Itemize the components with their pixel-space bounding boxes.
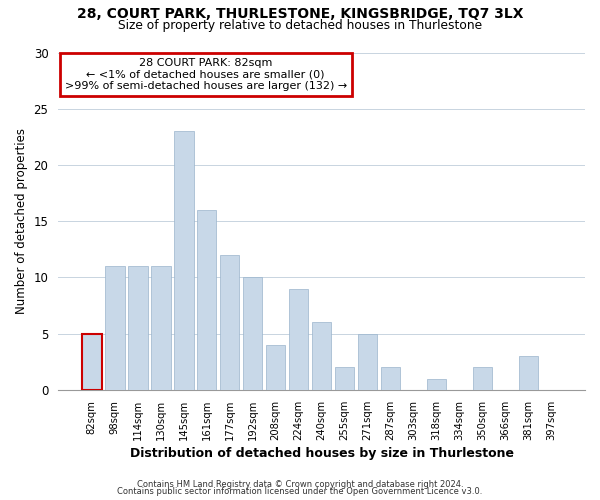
Bar bbox=[381, 368, 400, 390]
Bar bbox=[197, 210, 217, 390]
Text: 28 COURT PARK: 82sqm
← <1% of detached houses are smaller (0)
>99% of semi-detac: 28 COURT PARK: 82sqm ← <1% of detached h… bbox=[65, 58, 347, 91]
X-axis label: Distribution of detached houses by size in Thurlestone: Distribution of detached houses by size … bbox=[130, 447, 514, 460]
Bar bbox=[243, 278, 262, 390]
Bar bbox=[312, 322, 331, 390]
Bar bbox=[427, 378, 446, 390]
Text: 28, COURT PARK, THURLESTONE, KINGSBRIDGE, TQ7 3LX: 28, COURT PARK, THURLESTONE, KINGSBRIDGE… bbox=[77, 8, 523, 22]
Bar bbox=[174, 131, 194, 390]
Text: Contains HM Land Registry data © Crown copyright and database right 2024.: Contains HM Land Registry data © Crown c… bbox=[137, 480, 463, 489]
Bar bbox=[358, 334, 377, 390]
Bar bbox=[335, 368, 355, 390]
Bar bbox=[151, 266, 170, 390]
Text: Size of property relative to detached houses in Thurlestone: Size of property relative to detached ho… bbox=[118, 18, 482, 32]
Bar bbox=[518, 356, 538, 390]
Bar bbox=[266, 345, 286, 390]
Bar bbox=[128, 266, 148, 390]
Bar bbox=[473, 368, 492, 390]
Text: Contains public sector information licensed under the Open Government Licence v3: Contains public sector information licen… bbox=[118, 487, 482, 496]
Bar bbox=[105, 266, 125, 390]
Bar bbox=[220, 255, 239, 390]
Y-axis label: Number of detached properties: Number of detached properties bbox=[15, 128, 28, 314]
Bar bbox=[82, 334, 101, 390]
Bar bbox=[289, 288, 308, 390]
